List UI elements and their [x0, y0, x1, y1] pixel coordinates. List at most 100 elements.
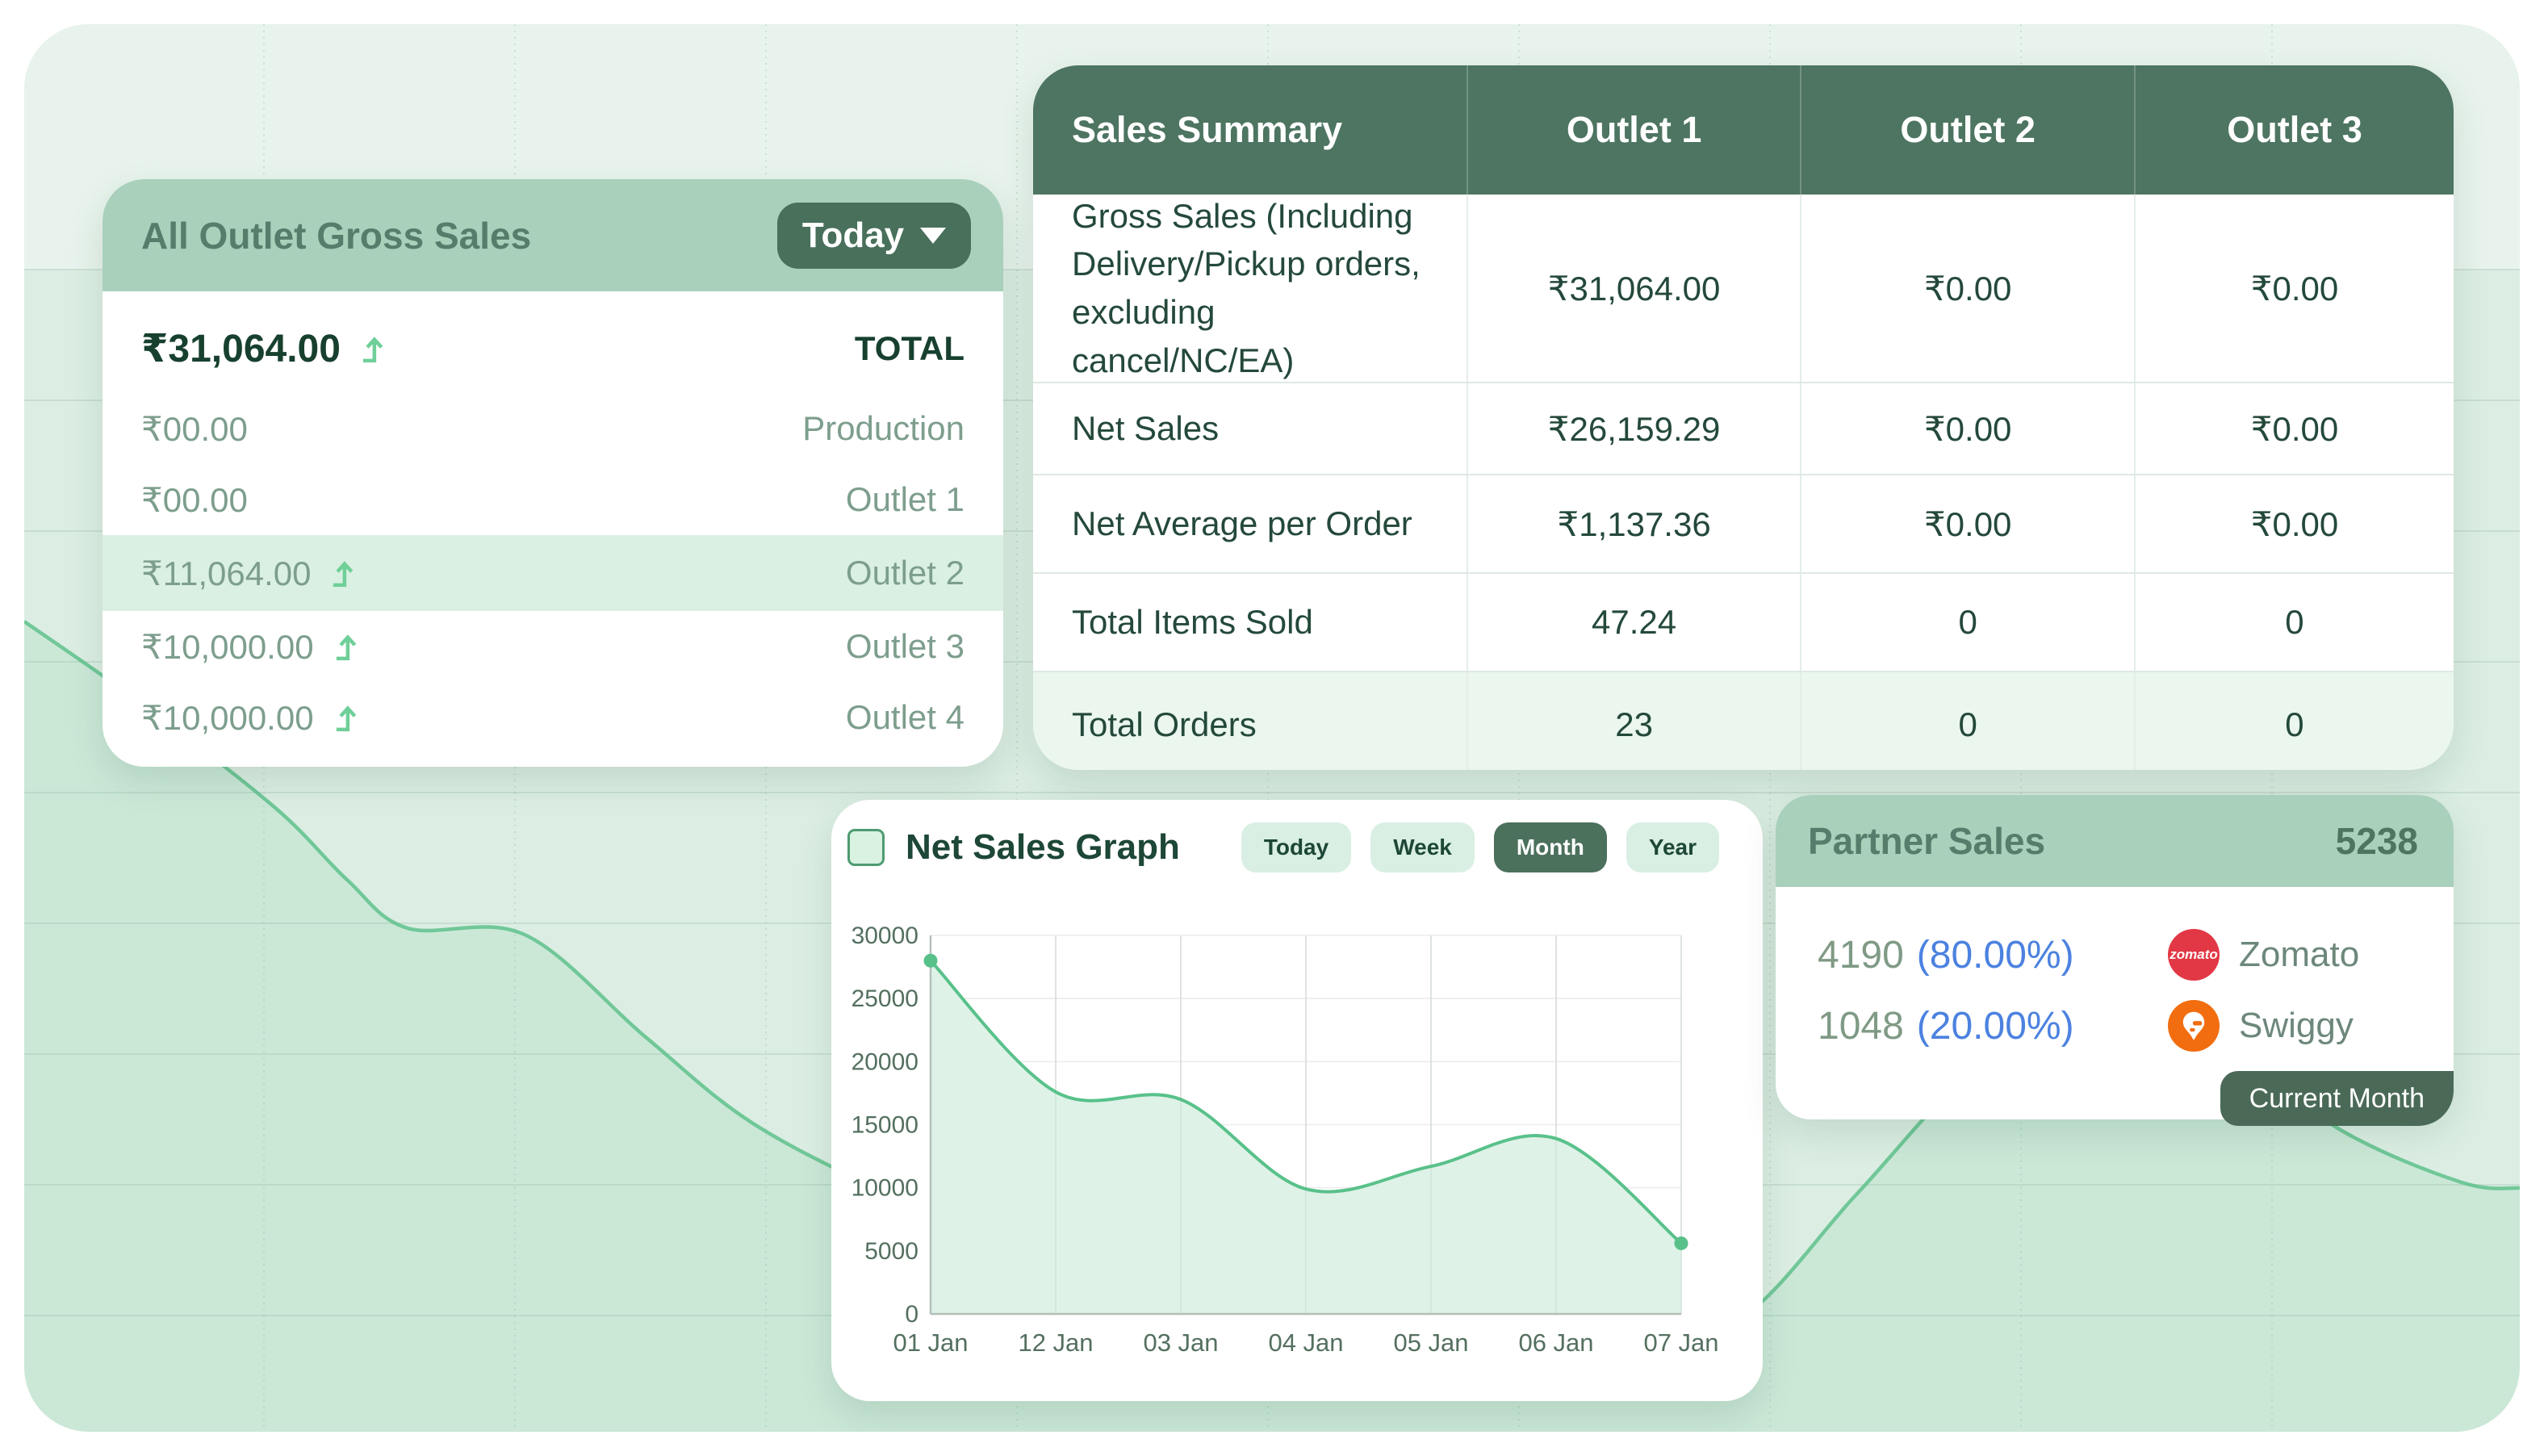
- range-button-group: Today Week Month Year: [1222, 822, 1719, 872]
- period-dropdown-button[interactable]: Today: [777, 203, 971, 269]
- partner-sales-card: Partner Sales 5238 4190 (80.00%) zomato Zom…: [1776, 795, 2454, 1119]
- metric-value: 0: [1800, 574, 2134, 671]
- outlet-sales-row[interactable]: ₹00.00 Outlet 1: [103, 464, 1003, 535]
- metric-value: 47.24: [1467, 574, 1801, 671]
- outlet-sales-amount: ₹00.00: [141, 480, 248, 520]
- outlet-sales-row[interactable]: ₹10,000.00 Outlet 4: [103, 682, 1003, 753]
- y-axis-tick-label: 20000: [851, 1048, 918, 1075]
- x-axis-tick-label: 05 Jan: [1393, 1328, 1468, 1357]
- gross-sales-card-header: All Outlet Gross Sales Today: [103, 179, 1003, 291]
- partner-percentage: (80.00%): [1917, 933, 2074, 977]
- net-sales-graph-title: Net Sales Graph: [906, 827, 1180, 868]
- metric-value: 0: [2134, 672, 2454, 770]
- outlet-sales-value: ₹10,000.00: [141, 627, 364, 667]
- partner-identity: Swiggy: [2168, 1000, 2418, 1052]
- outlet-sales-label: Production: [802, 409, 964, 448]
- outlet-sales-label: TOTAL: [855, 329, 964, 368]
- partner-sales-rows: 4190 (80.00%) zomato Zomato 1048 (20.00%) Swig…: [1776, 887, 2454, 1061]
- partner-order-count: 4190: [1818, 933, 1904, 977]
- partner-name: Zomato: [2239, 935, 2359, 975]
- metric-value: ₹0.00: [2134, 475, 2454, 572]
- range-button-today[interactable]: Today: [1241, 822, 1351, 872]
- partner-order-count: 1048: [1818, 1004, 1904, 1048]
- sales-summary-header-row: Sales SummaryOutlet 1Outlet 2Outlet 3: [1033, 65, 2454, 195]
- trend-up-arrow-icon: [357, 332, 391, 366]
- metric-value: ₹0.00: [1800, 475, 2134, 572]
- data-point-dot: [1675, 1236, 1688, 1250]
- zomato-icon: zomato: [2168, 929, 2220, 981]
- y-axis-tick-label: 10000: [851, 1175, 918, 1202]
- x-axis-tick-label: 01 Jan: [893, 1328, 968, 1357]
- outlet-sales-label: Outlet 4: [846, 698, 964, 737]
- metric-value: ₹0.00: [2134, 383, 2454, 474]
- outlet-sales-label: Outlet 3: [846, 627, 964, 666]
- table-row: Net Sales₹26,159.29₹0.00₹0.00: [1033, 382, 2454, 474]
- partner-sales-total: 5238: [2336, 819, 2418, 863]
- metric-value: ₹0.00: [1800, 195, 2134, 382]
- range-button-year[interactable]: Year: [1626, 822, 1719, 872]
- y-axis-tick-label: 30000: [851, 923, 918, 949]
- outlet-sales-value: ₹10,000.00: [141, 698, 364, 738]
- outlet-sales-amount: ₹11,064.00: [141, 554, 311, 593]
- gross-sales-card: All Outlet Gross Sales Today ₹31,064.00 T…: [103, 179, 1003, 767]
- current-month-badge: Current Month: [2220, 1071, 2454, 1126]
- outlet-sales-amount: ₹10,000.00: [141, 698, 314, 738]
- trend-up-arrow-icon: [330, 630, 364, 663]
- metric-value: 23: [1467, 672, 1801, 770]
- metric-label: Net Average per Order: [1033, 475, 1467, 572]
- metric-label: Total Items Sold: [1033, 574, 1467, 671]
- range-button-month[interactable]: Month: [1494, 822, 1607, 872]
- x-axis-tick-label: 12 Jan: [1018, 1328, 1093, 1357]
- net-sales-checkbox[interactable]: [847, 829, 885, 866]
- outlet-column-header: Outlet 3: [2134, 65, 2454, 195]
- metric-label: Total Orders: [1033, 672, 1467, 770]
- outlet-sales-amount: ₹31,064.00: [141, 326, 341, 371]
- outlet-sales-value: ₹00.00: [141, 409, 248, 449]
- outlet-column-header: Outlet 2: [1800, 65, 2134, 195]
- table-row: Total Items Sold47.2400: [1033, 572, 2454, 671]
- partner-values: 1048 (20.00%): [1818, 1004, 2168, 1048]
- metric-label: Gross Sales (Including Delivery/Pickup o…: [1033, 195, 1467, 382]
- outlet-sales-row[interactable]: ₹00.00 Production: [103, 393, 1003, 464]
- partner-sales-title: Partner Sales: [1808, 819, 2336, 863]
- y-axis-tick-label: 25000: [851, 985, 918, 1012]
- partner-identity: zomato Zomato: [2168, 929, 2418, 981]
- outlet-sales-row[interactable]: ₹10,000.00 Outlet 3: [103, 611, 1003, 682]
- outlet-sales-row[interactable]: ₹11,064.00 Outlet 2: [103, 535, 1003, 611]
- metric-value: 0: [2134, 574, 2454, 671]
- metric-value: ₹0.00: [2134, 195, 2454, 382]
- outlet-sales-value: ₹11,064.00: [141, 554, 361, 593]
- gross-sales-title: All Outlet Gross Sales: [141, 214, 777, 257]
- partner-sales-header: Partner Sales 5238: [1776, 795, 2454, 887]
- partner-row: 4190 (80.00%) zomato Zomato: [1776, 919, 2454, 990]
- metric-value: 0: [1800, 672, 2134, 770]
- trend-up-arrow-icon: [327, 556, 361, 590]
- partner-row: 1048 (20.00%) Swiggy: [1776, 990, 2454, 1061]
- x-axis-tick-label: 04 Jan: [1268, 1328, 1343, 1357]
- outlet-sales-value: ₹31,064.00: [141, 326, 391, 371]
- partner-name: Swiggy: [2239, 1006, 2354, 1046]
- net-sales-graph-header: Net Sales Graph Today Week Month Year: [831, 800, 1763, 895]
- table-row: Net Average per Order₹1,137.36₹0.00₹0.00: [1033, 474, 2454, 572]
- y-axis-tick-label: 15000: [851, 1112, 918, 1139]
- trend-up-arrow-icon: [330, 701, 364, 734]
- net-sales-graph-card: 05000100001500020000250003000001 Jan12 J…: [831, 800, 1763, 1401]
- x-axis-tick-label: 06 Jan: [1518, 1328, 1593, 1357]
- range-button-week[interactable]: Week: [1370, 822, 1475, 872]
- dashboard-background: All Outlet Gross Sales Today ₹31,064.00 T…: [24, 24, 2520, 1432]
- partner-values: 4190 (80.00%): [1818, 933, 2168, 977]
- outlet-sales-amount: ₹00.00: [141, 409, 248, 449]
- metric-value: ₹1,137.36: [1467, 475, 1801, 572]
- outlet-sales-amount: ₹10,000.00: [141, 627, 314, 667]
- outlet-sales-row[interactable]: ₹31,064.00 TOTAL: [103, 304, 1003, 393]
- chevron-down-icon: [920, 228, 946, 244]
- gross-sales-rows: ₹31,064.00 TOTAL ₹00.00 Production ₹00.00 Out…: [103, 291, 1003, 753]
- period-dropdown-label: Today: [802, 215, 904, 256]
- sales-summary-table: Sales SummaryOutlet 1Outlet 2Outlet 3 Gr…: [1033, 65, 2454, 770]
- outlet-sales-label: Outlet 1: [846, 480, 964, 519]
- partner-percentage: (20.00%): [1917, 1004, 2074, 1048]
- outlet-sales-label: Outlet 2: [846, 554, 964, 592]
- swiggy-icon: [2168, 1000, 2220, 1052]
- data-point-dot: [924, 954, 938, 968]
- metric-value: ₹31,064.00: [1467, 195, 1801, 382]
